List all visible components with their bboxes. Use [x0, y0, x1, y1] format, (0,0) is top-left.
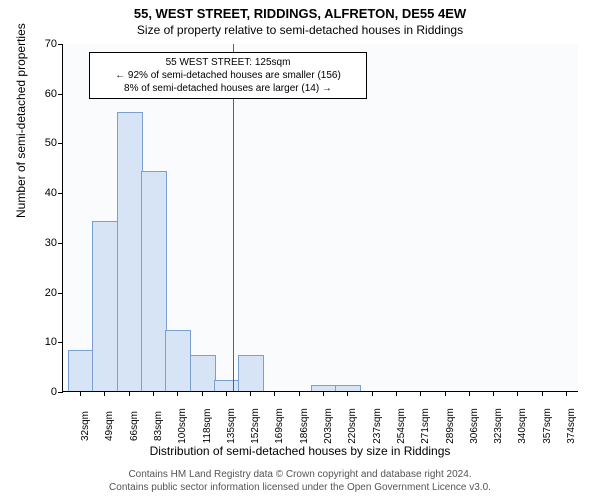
- x-tick-label: 100sqm: [177, 408, 188, 444]
- x-tick-mark: [420, 391, 421, 396]
- x-tick-mark: [80, 391, 81, 396]
- x-tick-label: 186sqm: [299, 408, 310, 444]
- y-tick-label: 0: [31, 386, 57, 398]
- x-tick-mark: [493, 391, 494, 396]
- histogram-bar: [238, 355, 264, 391]
- x-tick-label: 118sqm: [202, 409, 213, 444]
- x-tick-label: 66sqm: [129, 411, 140, 441]
- x-tick-label: 237sqm: [372, 408, 383, 444]
- y-tick-label: 40: [31, 187, 57, 199]
- x-tick-mark: [274, 391, 275, 396]
- annotation-line3: 8% of semi-detached houses are larger (1…: [96, 82, 360, 95]
- histogram-bar: [92, 221, 118, 391]
- x-tick-label: 357sqm: [542, 408, 553, 444]
- x-tick-mark: [104, 391, 105, 396]
- histogram-bar: [311, 385, 337, 391]
- y-tick-mark: [58, 293, 63, 294]
- x-tick-mark: [445, 391, 446, 396]
- x-tick-label: 323sqm: [493, 408, 504, 444]
- x-tick-label: 374sqm: [566, 408, 577, 444]
- x-tick-label: 32sqm: [80, 411, 91, 441]
- x-tick-mark: [323, 391, 324, 396]
- x-tick-label: 49sqm: [104, 411, 115, 441]
- page-subtitle: Size of property relative to semi-detach…: [0, 21, 600, 37]
- y-axis-label: Number of semi-detached properties: [14, 23, 28, 218]
- x-tick-label: 220sqm: [347, 408, 358, 444]
- y-tick-label: 70: [31, 38, 57, 50]
- y-tick-mark: [58, 143, 63, 144]
- y-tick-mark: [58, 94, 63, 95]
- x-tick-label: 203sqm: [323, 408, 334, 444]
- x-tick-label: 83sqm: [153, 411, 164, 441]
- x-tick-mark: [129, 391, 130, 396]
- x-tick-mark: [347, 391, 348, 396]
- x-tick-label: 306sqm: [469, 408, 480, 444]
- x-tick-mark: [177, 391, 178, 396]
- y-tick-mark: [58, 342, 63, 343]
- y-tick-mark: [58, 392, 63, 393]
- histogram-bar: [68, 350, 94, 391]
- x-tick-label: 271sqm: [420, 408, 431, 444]
- x-tick-mark: [226, 391, 227, 396]
- x-tick-label: 152sqm: [250, 408, 261, 444]
- y-tick-label: 20: [31, 287, 57, 299]
- footer-attribution: Contains HM Land Registry data © Crown c…: [0, 468, 600, 494]
- y-tick-label: 50: [31, 137, 57, 149]
- footer-line1: Contains HM Land Registry data © Crown c…: [0, 468, 600, 481]
- x-tick-label: 254sqm: [396, 408, 407, 444]
- annotation-box: 55 WEST STREET: 125sqm← 92% of semi-deta…: [89, 52, 367, 99]
- histogram-bar: [165, 330, 191, 391]
- x-tick-label: 340sqm: [517, 408, 528, 444]
- x-tick-mark: [396, 391, 397, 396]
- x-tick-label: 289sqm: [445, 408, 456, 444]
- chart-area: 01020304050607032sqm49sqm66sqm83sqm100sq…: [62, 44, 578, 392]
- page-title: 55, WEST STREET, RIDDINGS, ALFRETON, DE5…: [0, 0, 600, 21]
- x-tick-label: 169sqm: [274, 408, 285, 444]
- plot-region: 01020304050607032sqm49sqm66sqm83sqm100sq…: [62, 44, 578, 392]
- y-tick-mark: [58, 193, 63, 194]
- x-tick-mark: [372, 391, 373, 396]
- x-tick-mark: [517, 391, 518, 396]
- y-tick-mark: [58, 44, 63, 45]
- y-tick-label: 60: [31, 88, 57, 100]
- x-tick-mark: [542, 391, 543, 396]
- histogram-bar: [141, 171, 167, 391]
- histogram-bar: [117, 112, 143, 391]
- x-tick-mark: [566, 391, 567, 396]
- x-tick-mark: [202, 391, 203, 396]
- histogram-bar: [214, 380, 240, 391]
- x-axis-label: Distribution of semi-detached houses by …: [0, 444, 600, 458]
- x-tick-mark: [250, 391, 251, 396]
- histogram-bar: [190, 355, 216, 391]
- y-tick-mark: [58, 243, 63, 244]
- footer-line2: Contains public sector information licen…: [0, 481, 600, 494]
- x-tick-mark: [299, 391, 300, 396]
- y-tick-label: 10: [31, 336, 57, 348]
- x-tick-mark: [469, 391, 470, 396]
- annotation-line2: ← 92% of semi-detached houses are smalle…: [96, 69, 360, 82]
- annotation-line1: 55 WEST STREET: 125sqm: [96, 56, 360, 69]
- histogram-bar: [335, 385, 361, 391]
- x-tick-mark: [153, 391, 154, 396]
- x-tick-label: 135sqm: [226, 408, 237, 444]
- y-tick-label: 30: [31, 237, 57, 249]
